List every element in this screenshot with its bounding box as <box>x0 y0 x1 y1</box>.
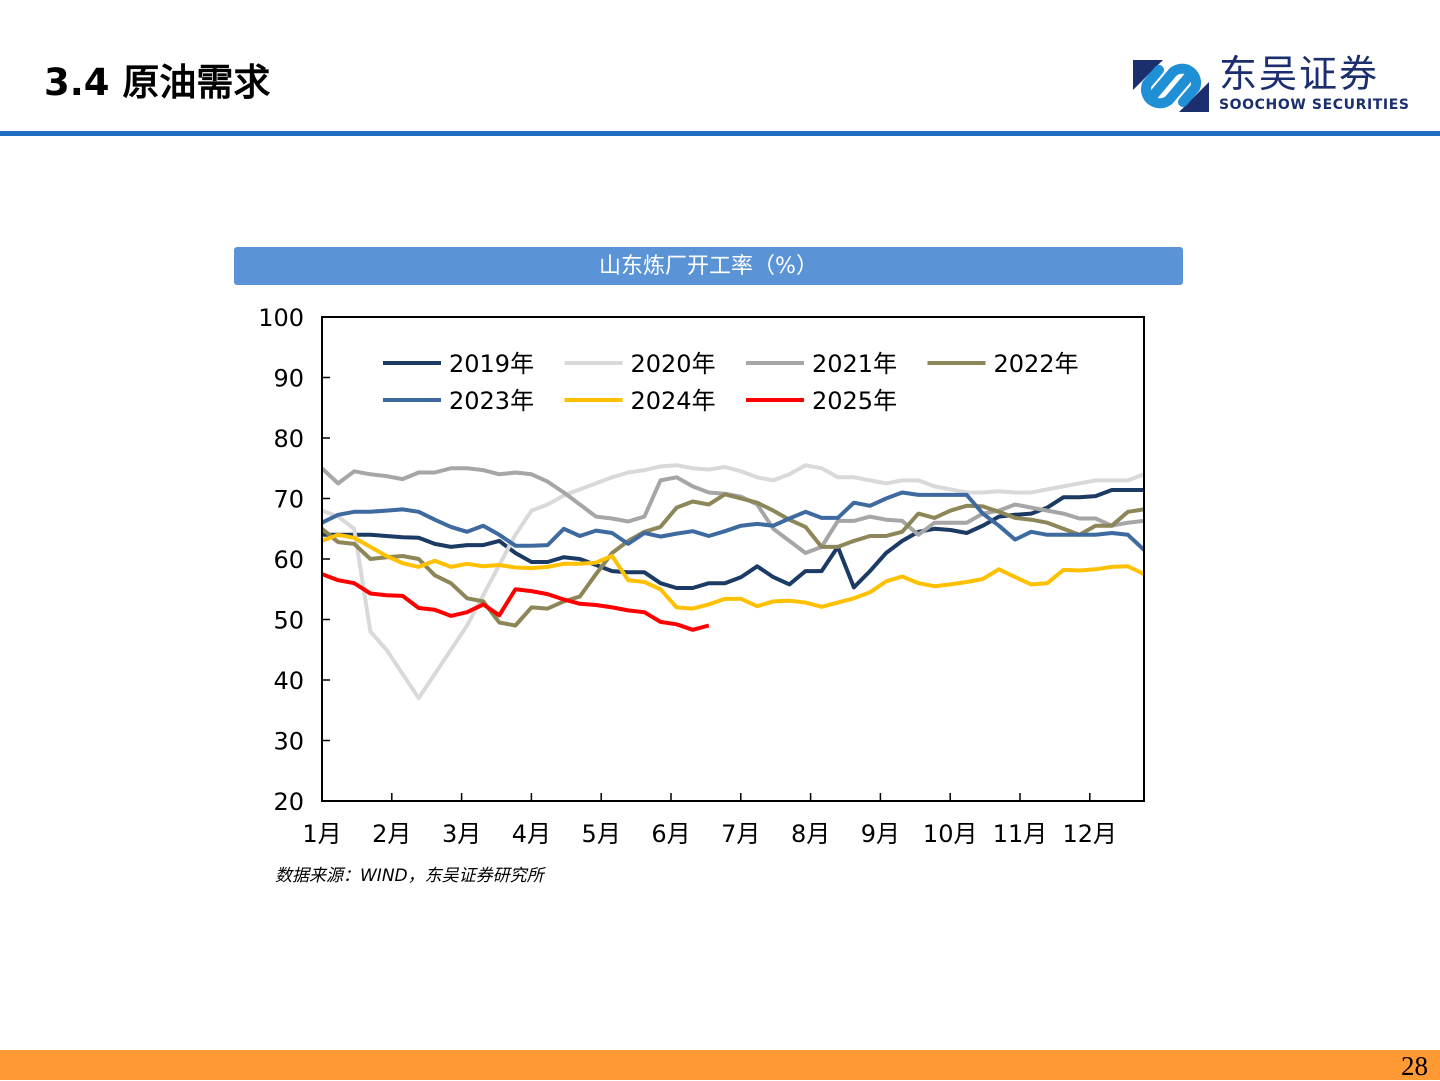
x-tick-label: 3月 <box>442 820 481 848</box>
legend-label: 2020年 <box>631 350 716 378</box>
soochow-logo-icon <box>1133 60 1209 112</box>
y-tick-label: 90 <box>273 365 304 393</box>
x-tick-label: 12月 <box>1063 820 1118 848</box>
y-tick-label: 60 <box>273 546 304 574</box>
plot-frame <box>321 316 1145 802</box>
legend-label: 2024年 <box>631 387 716 415</box>
page-number: 28 <box>1401 1051 1428 1081</box>
x-tick-label: 9月 <box>861 820 900 848</box>
y-tick-label: 70 <box>273 486 304 514</box>
logo-english-text: SOOCHOW SECURITIES <box>1219 97 1410 113</box>
series-line-2021年 <box>320 466 1145 555</box>
x-tick-label: 4月 <box>512 820 551 848</box>
y-tick-label: 30 <box>273 728 304 756</box>
x-tick-label: 5月 <box>582 820 621 848</box>
series-line-2023年 <box>321 490 1146 552</box>
series-line-2025年 <box>321 572 710 632</box>
x-tick-label: 10月 <box>923 820 978 848</box>
x-tick-label: 7月 <box>721 820 760 848</box>
legend-label: 2022年 <box>994 350 1079 378</box>
logo-chinese-text: 东吴证券 <box>1219 52 1380 96</box>
x-tick-label: 6月 <box>651 820 690 848</box>
series-line-2024年 <box>321 532 1145 611</box>
footer-bar <box>0 1050 1440 1080</box>
legend-label: 2023年 <box>449 387 534 415</box>
series-line-2022年 <box>320 492 1145 628</box>
x-tick-label: 8月 <box>791 820 830 848</box>
legend-label: 2021年 <box>812 350 897 378</box>
company-logo: 东吴证券 SOOCHOW SECURITIES <box>1133 54 1413 114</box>
y-tick-label: 50 <box>273 607 304 635</box>
y-tick-label: 40 <box>273 667 304 695</box>
legend-label: 2025年 <box>812 387 897 415</box>
header-divider <box>0 131 1440 136</box>
slide-title: 3.4 原油需求 <box>44 61 271 104</box>
x-tick-label: 2月 <box>372 820 411 848</box>
chart-title: 山东炼厂开工率（%） <box>234 247 1183 285</box>
x-tick-label: 1月 <box>302 820 341 848</box>
y-tick-label: 100 <box>258 304 304 332</box>
legend-label: 2019年 <box>449 350 534 378</box>
y-tick-label: 80 <box>273 425 304 453</box>
series-line-2020年 <box>321 463 1145 701</box>
x-tick-label: 11月 <box>993 820 1048 848</box>
source-note: 数据来源：WIND，东吴证券研究所 <box>275 866 544 886</box>
y-tick-label: 20 <box>273 788 304 816</box>
